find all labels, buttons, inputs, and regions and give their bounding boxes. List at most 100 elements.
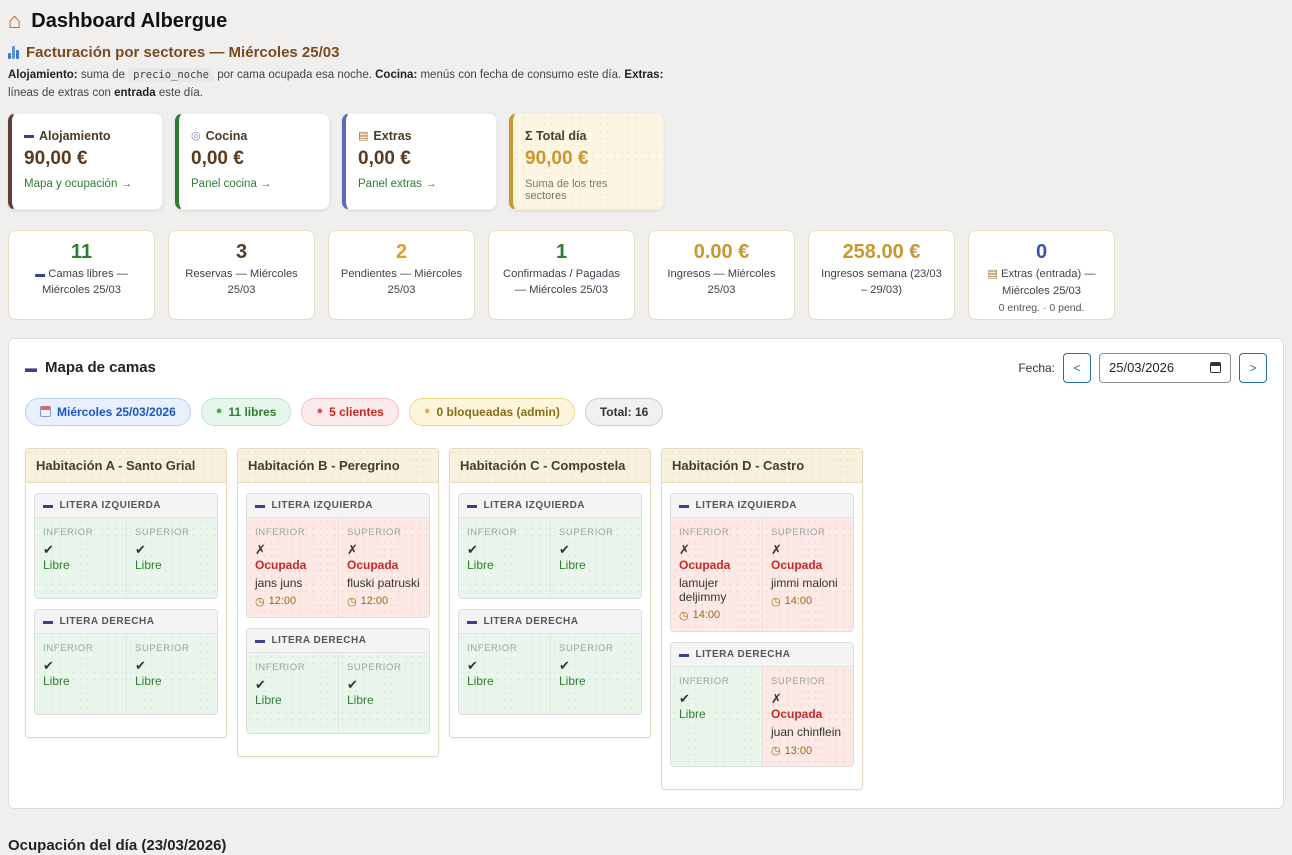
desc-bold: entrada (114, 86, 156, 99)
date-input[interactable]: 25/03/2026 (1099, 352, 1231, 383)
bed-status-icon: ✗ (771, 541, 782, 557)
desc-text: suma de (77, 69, 129, 81)
chip-free-beds[interactable]: ● 11 libres (200, 397, 292, 426)
stat-number: 0 (1035, 240, 1048, 263)
sector-value: 0,00 € (358, 147, 411, 169)
bed-icon: ▬ (679, 648, 690, 660)
bunk-left: ▬ LITERA IZQUIERDA INFERIOR ✔ Libre SUPER… (34, 492, 218, 599)
sector-value: 90,00 € (24, 147, 88, 169)
desc-bold: Extras: (624, 69, 664, 81)
chip-date[interactable]: Miércoles 25/03/2026 (25, 397, 191, 426)
bunk-left: ▬ LITERA IZQUIERDA INFERIOR ✗ Ocupada lam… (670, 492, 854, 632)
house-icon: ⌂ (8, 8, 22, 33)
next-day-button[interactable]: > (1239, 352, 1267, 383)
bed-cell[interactable]: INFERIOR ✔ Libre (671, 666, 762, 767)
basket-icon: ▤ (358, 130, 369, 143)
bed-guest: fluski patruski (347, 575, 420, 590)
calendar-icon[interactable] (1210, 362, 1221, 374)
bed-cell[interactable]: INFERIOR ✔ Libre (459, 517, 550, 598)
bed-position: INFERIOR (43, 526, 94, 538)
bed-cell[interactable]: INFERIOR ✔ Libre (35, 633, 126, 714)
sector-link[interactable]: Panel cocina → (191, 177, 272, 190)
yellow-dot-icon: ● (423, 405, 431, 418)
chip-label: 11 libres (228, 404, 277, 419)
stat-number: 1 (555, 240, 568, 263)
bunk-label: LITERA IZQUIERDA (59, 499, 162, 511)
bed-time: 14:00 (692, 609, 721, 622)
bed-cell[interactable]: INFERIOR ✔ Libre (35, 517, 126, 598)
bed-cell[interactable]: SUPERIOR ✔ Libre (338, 652, 429, 733)
bed-status-icon: ✔ (559, 541, 570, 557)
bed-position: INFERIOR (467, 526, 518, 538)
bed-cell[interactable]: SUPERIOR ✔ Libre (126, 633, 217, 714)
bunk-left: ▬ LITERA IZQUIERDA INFERIOR ✗ Ocupada jan… (246, 492, 430, 618)
bed-position: SUPERIOR (135, 526, 190, 538)
bed-cell[interactable]: INFERIOR ✔ Libre (459, 633, 550, 714)
bed-status-icon: ✗ (679, 541, 690, 557)
bed-status: Ocupada (255, 557, 307, 572)
room-card-b: Habitación B - Peregrino ▬ LITERA IZQUIER… (237, 447, 439, 757)
bed-cell[interactable]: SUPERIOR ✔ Libre (550, 517, 641, 598)
stat-number: 258.00 € (842, 240, 921, 263)
bed-position: SUPERIOR (559, 526, 614, 538)
date-controls: Fecha: < 25/03/2026 > (1018, 352, 1267, 383)
stat-sub-label: 0 entreg. · 0 pend. (998, 301, 1085, 314)
bed-status-icon: ✔ (135, 657, 146, 673)
prev-day-button[interactable]: < (1063, 352, 1091, 383)
bed-cell[interactable]: INFERIOR ✗ Ocupada jans juns ◷ 12:00 (247, 517, 338, 617)
bed-icon: ▬ (24, 130, 34, 142)
bed-guest: lamujer deljimmy (679, 575, 727, 604)
sector-card-alojamiento: ▬ Alojamiento 90,00 € Mapa y ocupación → (8, 112, 163, 210)
bed-status-icon: ✔ (559, 657, 570, 673)
bed-icon: ▬ (35, 268, 46, 280)
bunk-label: LITERA IZQUIERDA (271, 499, 374, 511)
bed-status: Libre (43, 557, 70, 572)
stat-label: Ingresos — Miércoles 25/03 (667, 267, 776, 296)
bunk-right: ▬ LITERA DERECHA INFERIOR ✔ Libre SUPERIO… (458, 608, 642, 715)
bed-status: Libre (347, 693, 374, 708)
chip-blocked[interactable]: ● 0 bloqueadas (admin) (408, 397, 575, 426)
bed-position: INFERIOR (679, 526, 730, 538)
bed-status-icon: ✔ (467, 657, 478, 673)
bed-cell[interactable]: INFERIOR ✗ Ocupada lamujer deljimmy ◷ 14:… (671, 517, 762, 631)
chip-clients[interactable]: ● 5 clientes (301, 397, 399, 426)
bed-cell[interactable]: SUPERIOR ✗ Ocupada juan chinflein ◷ 13:00 (762, 666, 853, 767)
bed-status: Libre (43, 673, 70, 688)
desc-text: este día. (155, 86, 203, 99)
stat-confirmadas: 1 Confirmadas / Pagadas — Miércoles 25/0… (488, 229, 635, 320)
clock-icon: ◷ (771, 745, 781, 758)
sector-link[interactable]: Panel extras → (358, 177, 437, 190)
sector-value: 90,00 € (525, 147, 589, 169)
stat-label: Reservas — Miércoles 25/03 (185, 267, 298, 296)
bed-cell[interactable]: INFERIOR ✔ Libre (247, 652, 338, 733)
bed-position: SUPERIOR (135, 642, 190, 654)
stat-number: 11 (70, 240, 93, 263)
bed-time: 13:00 (784, 744, 813, 757)
sector-card-total: Σ Total día 90,00 € Suma de los tres sec… (509, 112, 664, 210)
bed-cell[interactable]: SUPERIOR ✔ Libre (126, 517, 217, 598)
bunk-label: LITERA DERECHA (695, 648, 791, 660)
bed-status: Libre (559, 673, 586, 688)
stat-number: 3 (235, 240, 248, 263)
bed-cell[interactable]: SUPERIOR ✔ Libre (550, 633, 641, 714)
bunk-label: LITERA DERECHA (483, 615, 579, 627)
bed-status-icon: ✔ (679, 690, 690, 706)
basket-icon: ▤ (987, 267, 998, 280)
bed-status: Libre (255, 693, 282, 708)
red-dot-icon: ● (316, 405, 324, 418)
bed-status-icon: ✔ (347, 676, 358, 692)
bed-icon: ▬ (43, 499, 54, 511)
bed-cell[interactable]: SUPERIOR ✗ Ocupada fluski patruski ◷ 12:0… (338, 517, 429, 617)
bed-time: 12:00 (360, 595, 389, 608)
room-card-c: Habitación C - Compostela ▬ LITERA IZQUIE… (449, 447, 651, 738)
bunk-label: LITERA DERECHA (59, 615, 155, 627)
sector-label: Cocina (205, 128, 248, 143)
bed-icon: ▬ (467, 499, 478, 511)
sector-note: Suma de los tres sectores (525, 177, 608, 202)
chart-icon (8, 46, 19, 59)
bed-status: Libre (467, 557, 494, 572)
bed-status-icon: ✔ (43, 657, 54, 673)
bed-cell[interactable]: SUPERIOR ✗ Ocupada jimmi maloni ◷ 14:00 (762, 517, 853, 631)
sector-link[interactable]: Mapa y ocupación → (24, 177, 133, 190)
stat-number: 0.00 € (693, 240, 750, 263)
